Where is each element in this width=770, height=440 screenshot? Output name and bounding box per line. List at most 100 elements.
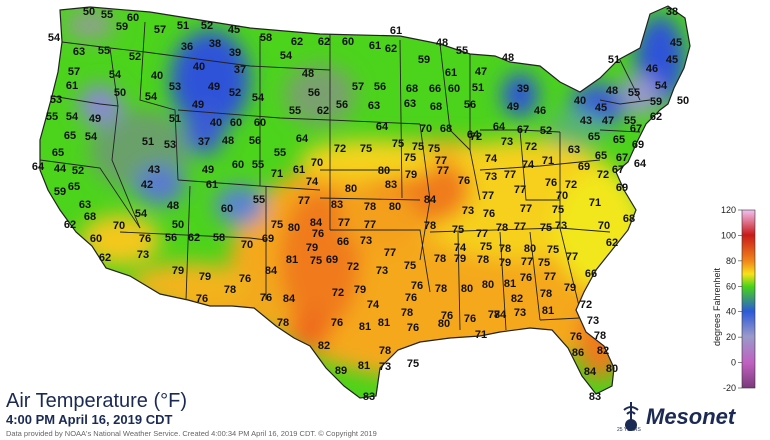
temp-reading: 46 xyxy=(534,105,546,117)
temp-reading: 78 xyxy=(224,284,236,296)
temp-reading: 54 xyxy=(66,111,79,123)
temp-reading: 72 xyxy=(597,169,609,181)
temp-reading: 45 xyxy=(228,24,240,36)
temp-reading: 75 xyxy=(452,224,464,236)
temp-reading: 73 xyxy=(514,307,526,319)
temp-reading: 72 xyxy=(565,179,577,191)
temp-reading: 78 xyxy=(540,288,552,300)
temp-reading: 75 xyxy=(404,260,416,272)
temp-reading: 78 xyxy=(477,254,489,266)
temp-reading: 40 xyxy=(151,70,163,82)
temp-reading: 74 xyxy=(454,242,467,254)
temp-reading: 78 xyxy=(364,201,376,213)
temp-reading: 68 xyxy=(623,213,635,225)
colorbar-gradient xyxy=(741,209,756,389)
temp-reading: 79 xyxy=(172,265,184,277)
temp-reading: 62 xyxy=(99,252,111,264)
temp-reading: 40 xyxy=(193,61,205,73)
temp-reading: 83 xyxy=(363,391,375,403)
temp-reading: 38 xyxy=(666,6,678,18)
temp-reading: 53 xyxy=(50,94,62,106)
temp-reading: 52 xyxy=(129,51,141,63)
temp-reading: 63 xyxy=(404,98,416,110)
temp-reading: 81 xyxy=(542,305,554,317)
temp-reading: 51 xyxy=(608,54,620,66)
temp-reading: 73 xyxy=(360,235,372,247)
temp-reading: 84 xyxy=(283,293,296,305)
temp-reading: 74 xyxy=(367,299,380,311)
temp-reading: 76 xyxy=(458,175,470,187)
temp-reading: 59 xyxy=(650,96,662,108)
temp-reading: 60 xyxy=(90,233,102,245)
temp-reading: 76 xyxy=(407,322,419,334)
temp-reading: 64 xyxy=(493,121,506,133)
temp-reading: 76 xyxy=(312,228,324,240)
temp-reading: 62 xyxy=(606,237,618,249)
temp-reading: 53 xyxy=(169,81,181,93)
temp-reading: 76 xyxy=(464,313,476,325)
map-title: Air Temperature (°F) xyxy=(6,390,188,412)
map-timestamp: 4:00 PM April 16, 2019 CDT xyxy=(6,412,173,427)
temp-reading: 79 xyxy=(405,169,417,181)
temp-reading: 74 xyxy=(522,159,535,171)
temp-reading: 48 xyxy=(302,68,314,80)
temp-reading: 89 xyxy=(335,365,347,377)
colorbar-tick-label: 60 xyxy=(726,281,736,291)
temp-reading: 56 xyxy=(464,99,476,111)
temp-reading: 47 xyxy=(602,115,614,127)
temp-reading: 62 xyxy=(650,111,662,123)
temp-reading: 36 xyxy=(181,41,193,53)
temp-reading: 73 xyxy=(379,361,391,373)
temp-reading: 58 xyxy=(213,232,225,244)
temp-reading: 81 xyxy=(359,321,371,333)
temp-reading: 76 xyxy=(196,293,208,305)
temp-reading: 61 xyxy=(445,67,457,79)
temp-reading: 59 xyxy=(54,186,66,198)
temp-reading: 78 xyxy=(435,283,447,295)
colorbar-label: degrees Fahrenheit xyxy=(712,267,722,346)
temp-reading: 53 xyxy=(164,139,176,151)
temp-reading: 59 xyxy=(116,21,128,33)
temp-reading: 80 xyxy=(482,279,494,291)
temp-reading: 47 xyxy=(475,66,487,78)
temp-reading: 48 xyxy=(222,135,234,147)
temp-reading: 54 xyxy=(145,91,158,103)
temp-reading: 45 xyxy=(666,54,678,66)
temp-reading: 65 xyxy=(613,134,625,146)
temp-reading: 56 xyxy=(165,232,177,244)
temp-reading: 73 xyxy=(485,171,497,183)
temp-reading: 75 xyxy=(407,358,419,370)
temp-reading: 71 xyxy=(271,168,283,180)
temp-reading: 80 xyxy=(524,243,536,255)
mesonet-logo: Mesonet xyxy=(646,404,736,429)
temp-reading: 75 xyxy=(360,143,372,155)
mesonet-badge: 25 YEARS xyxy=(617,427,641,433)
temp-reading: 76 xyxy=(441,310,453,322)
temp-reading: 57 xyxy=(154,24,166,36)
temp-reading: 55 xyxy=(628,87,640,99)
temp-reading: 70 xyxy=(113,220,125,232)
temp-reading: 84 xyxy=(310,217,323,229)
temp-reading: 70 xyxy=(556,190,568,202)
temp-reading: 49 xyxy=(208,81,220,93)
temp-reading: 66 xyxy=(337,236,349,248)
temp-reading: 71 xyxy=(475,329,487,341)
temp-reading: 83 xyxy=(589,391,601,403)
temp-reading: 82 xyxy=(511,293,523,305)
temp-reading: 46 xyxy=(646,63,658,75)
temp-reading: 51 xyxy=(169,113,181,125)
temp-reading: 77 xyxy=(298,195,310,207)
temp-reading: 52 xyxy=(201,20,213,32)
temp-reading: 56 xyxy=(249,135,261,147)
temp-reading: 52 xyxy=(540,125,552,137)
temp-reading: 81 xyxy=(504,278,516,290)
temp-reading: 48 xyxy=(167,200,179,212)
temp-reading: 40 xyxy=(210,117,222,129)
temp-reading: 80 xyxy=(438,318,450,330)
temp-reading: 73 xyxy=(376,265,388,277)
temp-reading: 64 xyxy=(467,129,480,141)
temp-reading: 69 xyxy=(632,139,644,151)
temp-reading: 75 xyxy=(412,141,424,153)
temp-reading: 49 xyxy=(202,164,214,176)
temp-reading: 60 xyxy=(230,117,242,129)
